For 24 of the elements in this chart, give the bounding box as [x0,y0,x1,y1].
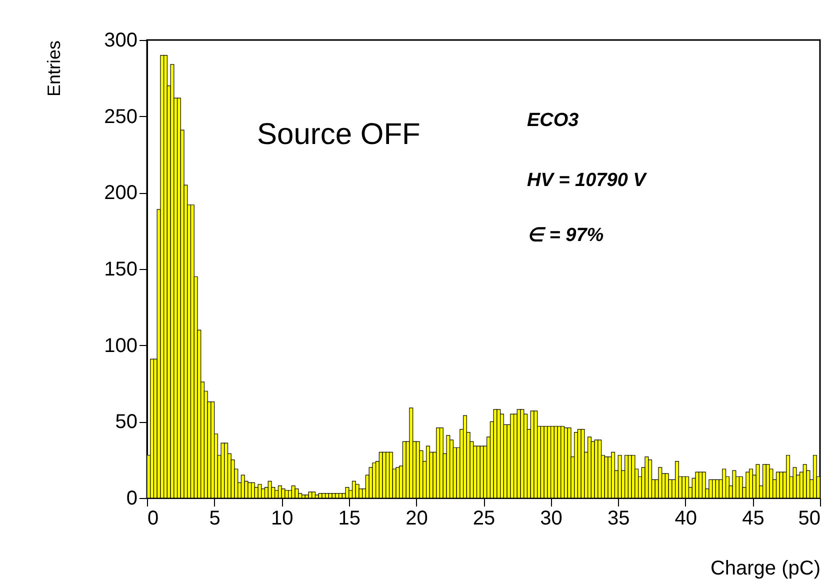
x-tick-label: 5 [209,508,220,530]
x-tick-label: 50 [798,508,820,530]
annotation: ∈ = 97% [527,225,604,246]
x-axis-title: Charge (pC) [710,558,820,580]
x-tick-label: 35 [607,508,630,530]
y-tick-label: 0 [126,488,138,510]
x-tick-label: 0 [148,508,159,530]
x-tick-label: 20 [406,508,428,530]
y-tick-label: 250 [104,106,138,128]
annotation: HV = 10790 V [527,170,648,191]
y-tick-label: 150 [104,258,138,280]
y-tick-label: 100 [104,334,138,357]
x-tick-label: 30 [540,508,562,530]
y-axis-title: Entries [44,40,64,97]
y-tick-label: 300 [104,30,138,52]
x-tick-label: 25 [472,508,496,530]
x-tick-label: 40 [674,508,698,530]
x-tick-label: 10 [270,508,294,530]
x-tick-label: 15 [338,508,361,530]
y-tick-label: 200 [104,182,138,204]
annotation: Source OFF [257,118,420,151]
y-tick-label: 50 [115,411,138,434]
x-tick-label: 45 [742,508,764,530]
annotation: ECO3 [527,110,580,131]
